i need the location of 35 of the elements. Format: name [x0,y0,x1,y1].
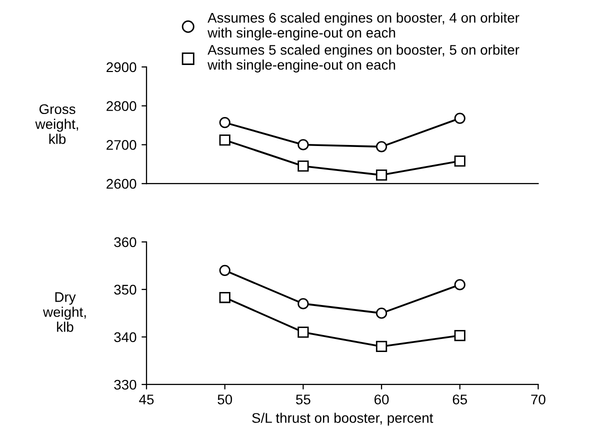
legend-label: Assumes 6 scaled engines on booster, 4 on orbiter with single-engine-out on each [208,12,520,40]
x-tick-label: 55 [296,394,310,404]
point [298,298,309,310]
point [454,112,466,124]
point [376,340,388,352]
x-tick-label: 70 [531,394,546,404]
point [219,134,230,146]
point [376,141,388,152]
y-tick-label: 2700 [106,140,136,150]
point [219,264,230,276]
point [376,169,388,181]
y-tick-label: 340 [114,332,136,342]
y-axis-title: Gross weight, klb [35,104,78,144]
point [219,117,230,128]
x-tick-label: 45 [139,394,154,404]
point [298,139,309,150]
y-tick-label: 330 [114,380,136,390]
x-axis-title: S/L thrust on booster, percent [252,412,434,426]
x-tick-label: 60 [374,394,389,404]
y-axis-title: Dry weight, klb [42,292,86,332]
y-tick-label: 2900 [106,62,136,72]
point [376,308,388,319]
point [298,326,309,338]
y-tick-label: 2800 [106,101,136,112]
point [298,160,309,172]
y-tick-label: 360 [114,237,136,248]
legend-label: Assumes 5 scaled engines on booster, 5 on orbiter with single-engine-out on each [208,44,520,72]
point [219,292,230,304]
y-tick-label: 350 [114,284,136,295]
point [454,330,466,342]
point [454,155,466,167]
y-tick-label: 2600 [106,178,136,189]
x-tick-label: 65 [452,394,468,404]
point [454,279,466,290]
x-tick-label: 50 [218,394,232,404]
